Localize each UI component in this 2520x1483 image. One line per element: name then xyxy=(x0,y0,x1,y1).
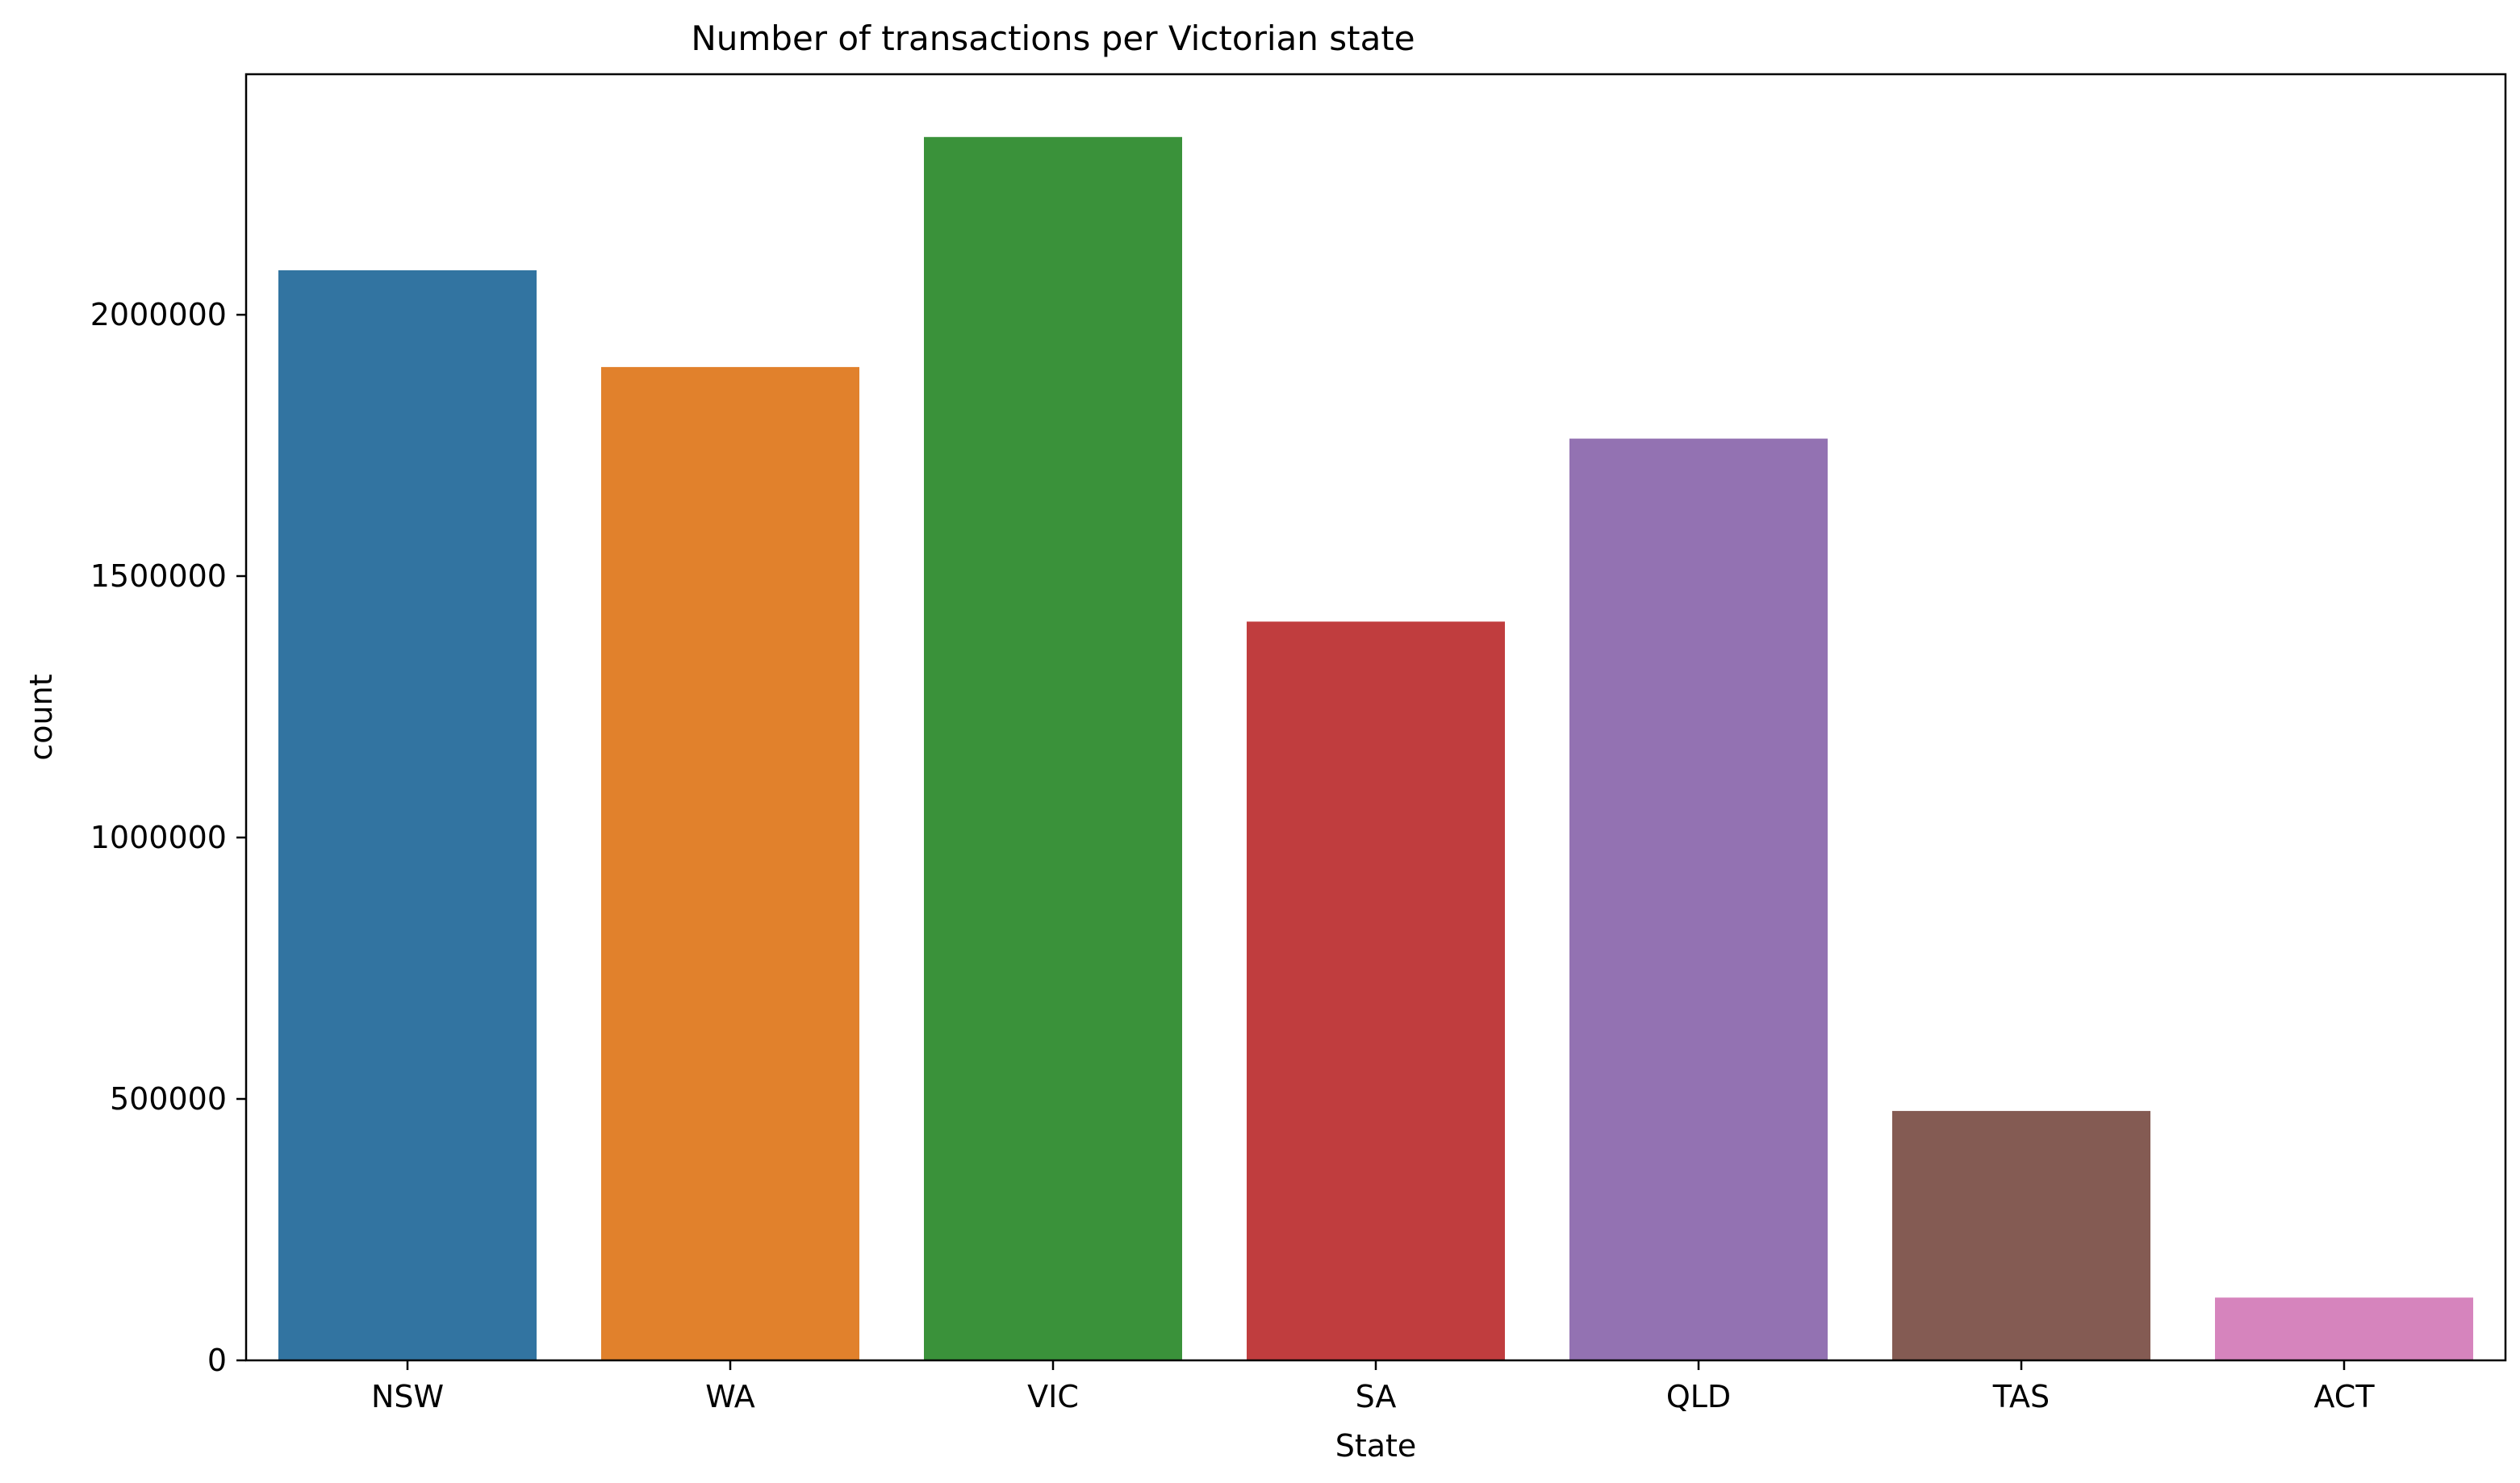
y-tick-label: 1000000 xyxy=(90,820,227,855)
y-axis: 0 500000 1000000 1500000 2000000 xyxy=(90,297,246,1378)
y-tick-label: 500000 xyxy=(110,1081,227,1117)
bar-qld xyxy=(1569,438,1828,1360)
bar-vic xyxy=(924,136,1182,1360)
x-tick-label: TAS xyxy=(1992,1379,2050,1414)
bar-tas xyxy=(1892,1110,2150,1360)
y-tick-label: 0 xyxy=(207,1343,227,1378)
bar-wa xyxy=(601,366,859,1360)
x-tick-label: QLD xyxy=(1666,1379,1731,1414)
x-tick-label: VIC xyxy=(1027,1379,1079,1414)
bar-act xyxy=(2215,1297,2473,1360)
bar-nsw xyxy=(278,270,537,1360)
bars-layer xyxy=(278,136,2473,1360)
chart-title: Number of transactions per Victorian sta… xyxy=(691,19,1415,58)
y-tick-label: 2000000 xyxy=(90,297,227,332)
x-axis-label: State xyxy=(1335,1428,1417,1464)
x-tick-label: ACT xyxy=(2313,1379,2375,1414)
plot-frame xyxy=(244,73,2507,1362)
y-axis-label: count xyxy=(23,674,59,760)
x-axis: NSW WA VIC SA QLD TAS ACT xyxy=(371,1360,2375,1414)
bar-sa xyxy=(1247,621,1505,1360)
x-tick-label: SA xyxy=(1356,1379,1397,1414)
y-tick-label: 1500000 xyxy=(90,558,227,594)
x-tick-label: WA xyxy=(705,1379,755,1414)
x-tick-label: NSW xyxy=(371,1379,444,1414)
